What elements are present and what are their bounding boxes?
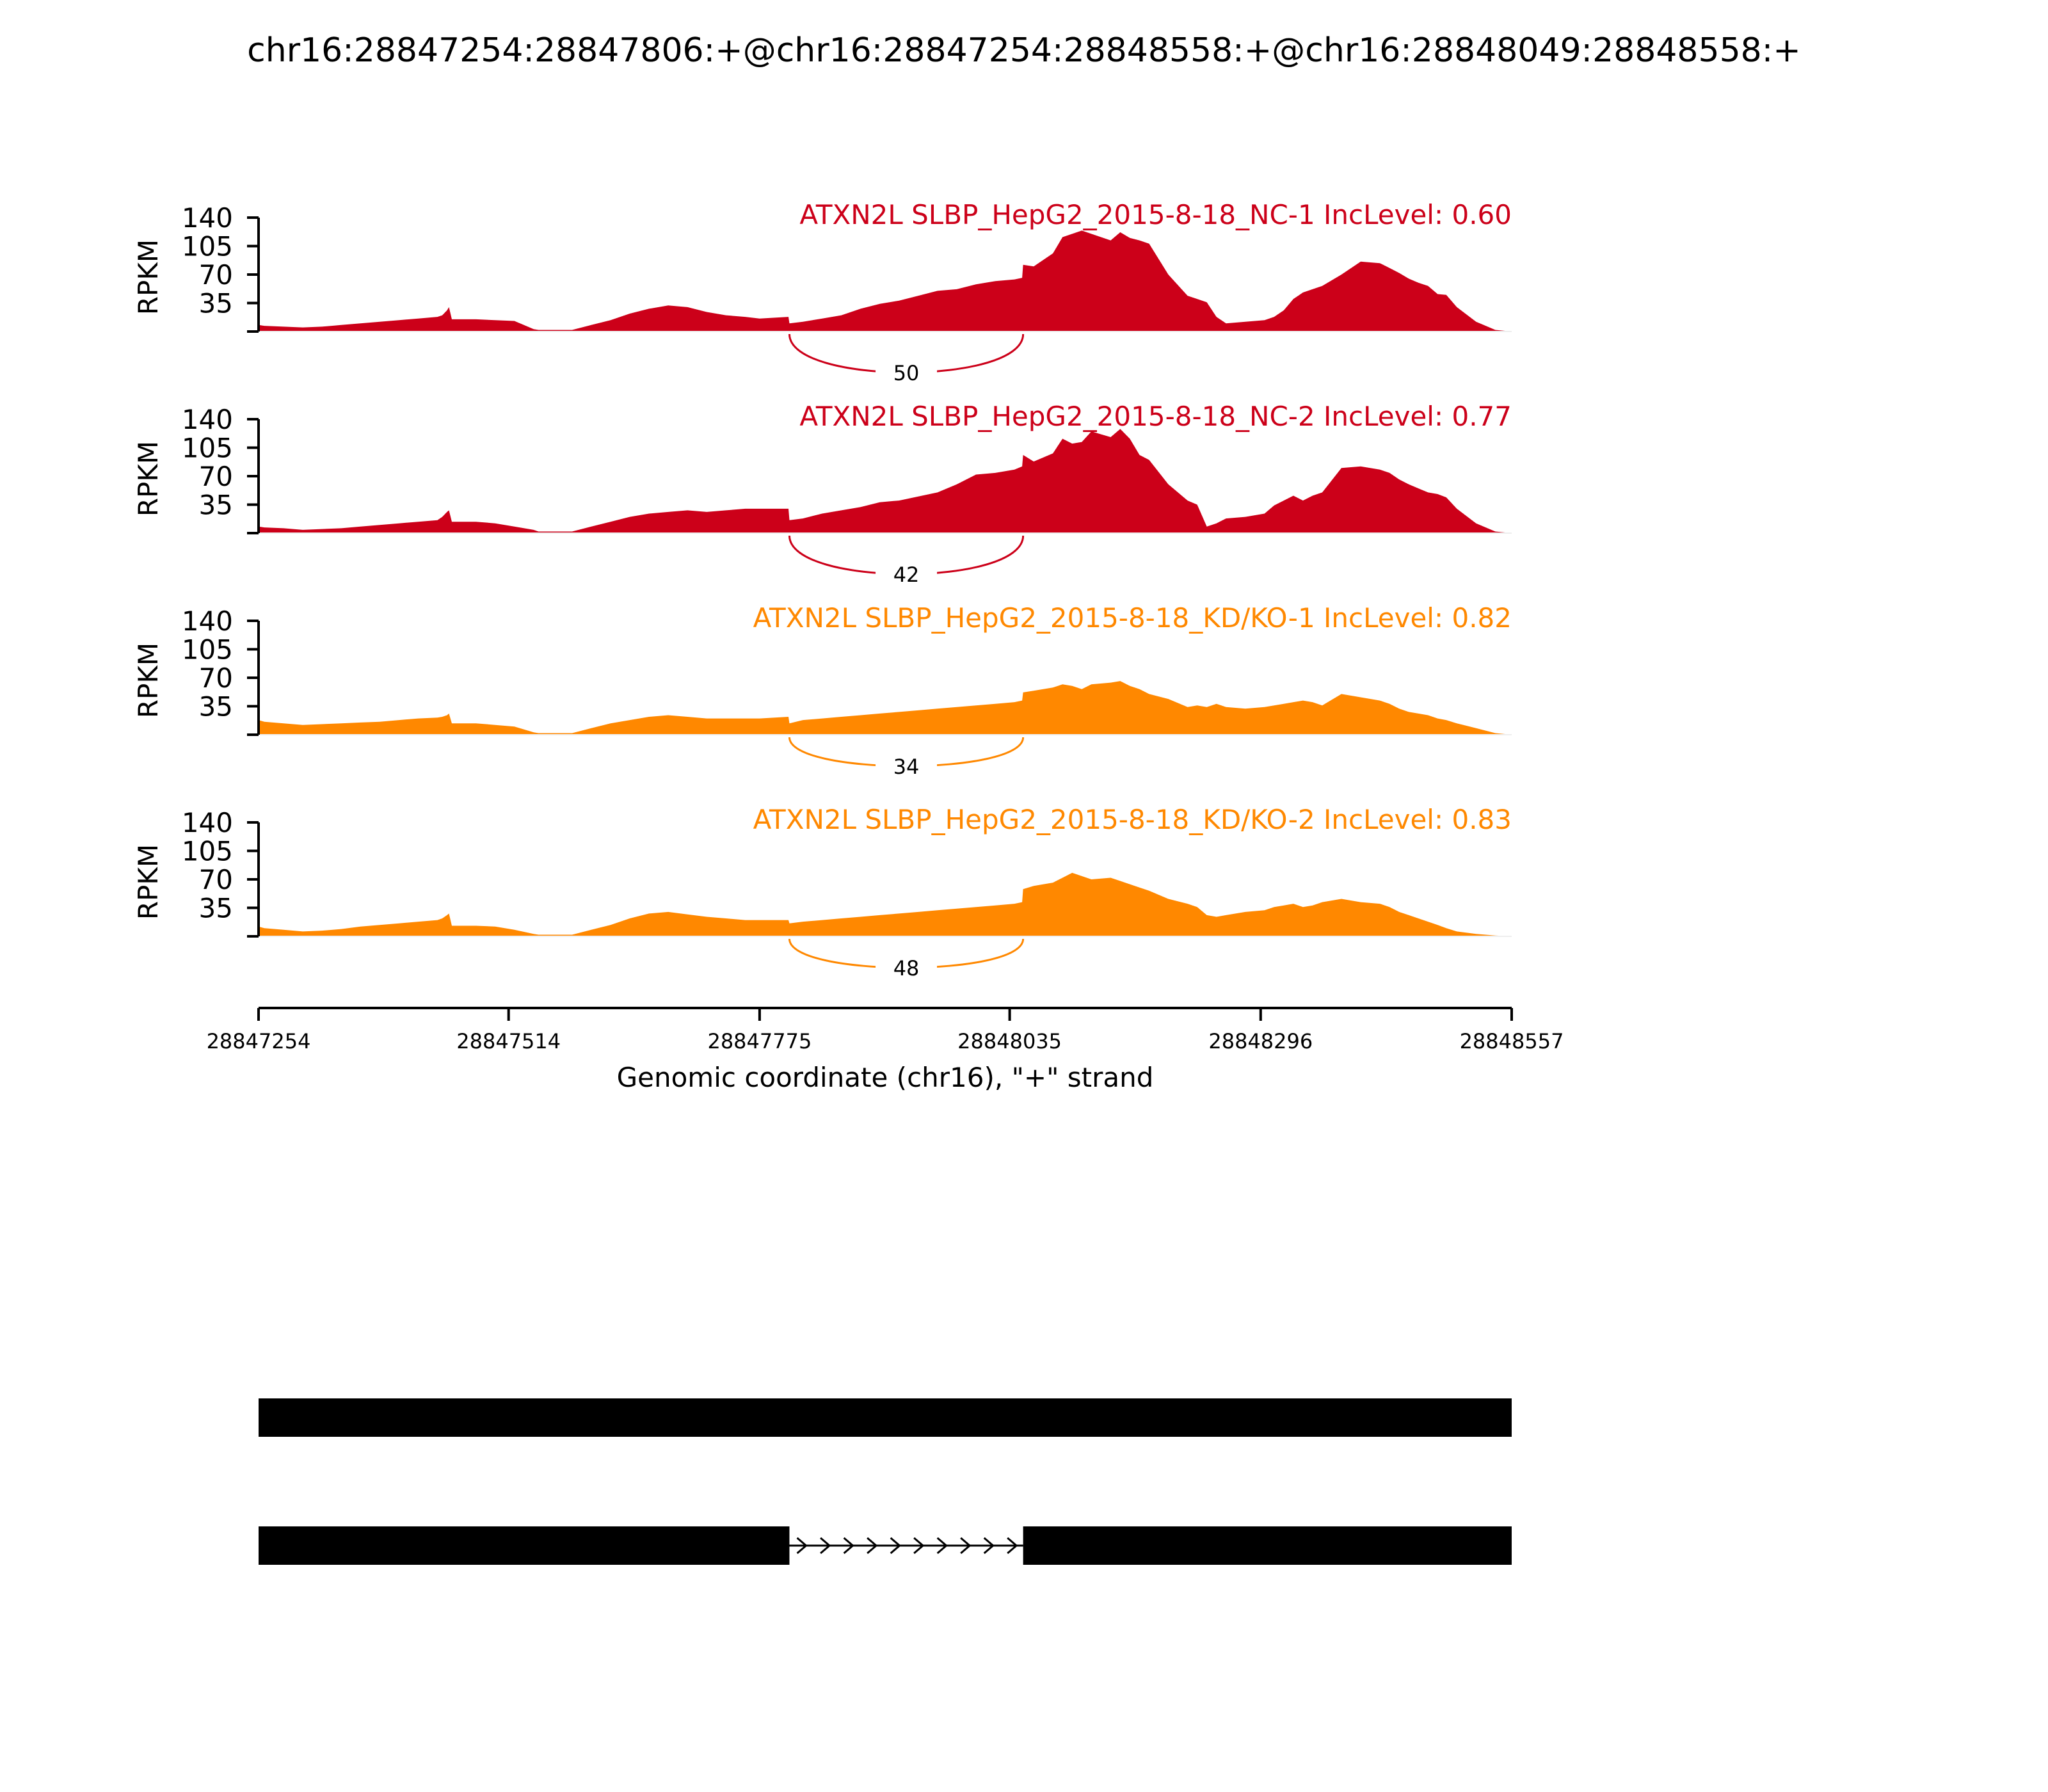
x-tick-label: 28847514 <box>456 1029 561 1053</box>
y-tick-label: 105 <box>182 634 233 666</box>
coverage-area <box>259 230 1512 332</box>
exon-block <box>259 1398 1512 1437</box>
x-axis: 28847254 28847514 28847775 28848035 28848296… <box>207 1007 1564 1093</box>
junction-count-box <box>876 560 938 588</box>
y-tick-label: 70 <box>199 864 233 895</box>
chart-title: chr16:28847254:28847806:+@chr16:28847254… <box>247 31 1801 70</box>
track-label: ATXN2L SLBP_HepG2_2015-8-18_NC-1 IncLeve… <box>799 199 1512 230</box>
x-axis-ticks: 28847254 28847514 28847775 28848035 28848296… <box>207 1008 1564 1053</box>
strand-arrow-icon <box>867 1537 878 1555</box>
x-tick-label: 28848296 <box>1208 1029 1313 1053</box>
strand-arrow-icon <box>936 1537 948 1555</box>
x-tick-label: 28847254 <box>207 1029 311 1053</box>
gene-structure-tracks <box>259 1398 1512 1565</box>
junction-count: 48 <box>893 956 920 980</box>
y-tick-label: 35 <box>199 490 233 521</box>
coverage-area <box>259 681 1512 735</box>
track-label: ATXN2L SLBP_HepG2_2015-8-18_NC-2 IncLeve… <box>799 401 1512 432</box>
junction-count-box <box>876 358 938 387</box>
gene-track-2 <box>259 1526 1512 1565</box>
y-axis-label: RPKM <box>132 844 164 920</box>
y-tick-label: 140 <box>182 202 233 234</box>
y-tick-label: 35 <box>199 288 233 319</box>
y-tick-label: 70 <box>199 259 233 291</box>
strand-arrow-icon <box>983 1537 995 1555</box>
junction-count-box <box>876 752 938 780</box>
y-axis-label: RPKM <box>132 239 164 315</box>
y-axis-label: RPKM <box>132 441 164 516</box>
track-label: ATXN2L SLBP_HepG2_2015-8-18_KD/KO-1 IncL… <box>753 602 1512 634</box>
y-tick-label: 105 <box>182 836 233 867</box>
y-tick-label: 35 <box>199 893 233 924</box>
junction-count-box <box>876 954 938 982</box>
x-tick-label: 28847775 <box>707 1029 812 1053</box>
y-tick-label: 140 <box>182 404 233 435</box>
y-tick-label: 70 <box>199 461 233 492</box>
junction-count: 42 <box>893 563 920 587</box>
x-tick-label: 28848035 <box>957 1029 1062 1053</box>
x-tick-label: 28848557 <box>1460 1029 1564 1053</box>
y-tick-label: 140 <box>182 605 233 637</box>
strand-arrow-icon <box>843 1537 854 1555</box>
y-tick-label: 140 <box>182 807 233 838</box>
coverage-area <box>259 429 1512 533</box>
track-label: ATXN2L SLBP_HepG2_2015-8-18_KD/KO-2 IncL… <box>753 804 1512 835</box>
strand-arrow-icon <box>960 1537 972 1555</box>
strand-arrow-icon <box>913 1537 925 1555</box>
junction-count: 50 <box>893 361 920 385</box>
strand-arrow-icon <box>820 1537 831 1555</box>
y-tick-label: 105 <box>182 231 233 262</box>
y-tick-label: 105 <box>182 433 233 464</box>
coverage-area <box>259 872 1512 936</box>
exon-block <box>259 1526 790 1565</box>
x-axis-label: Genomic coordinate (chr16), "+" strand <box>617 1062 1154 1093</box>
strand-arrow-icon <box>1007 1537 1018 1555</box>
junction-count: 34 <box>893 755 920 779</box>
exon-block <box>1023 1526 1512 1565</box>
strand-arrow-icon <box>890 1537 901 1555</box>
y-tick-label: 35 <box>199 691 233 723</box>
y-axis-label: RPKM <box>132 643 164 718</box>
y-tick-label: 70 <box>199 662 233 694</box>
gene-track-1 <box>259 1398 1512 1437</box>
strand-arrow-icon <box>796 1537 808 1555</box>
